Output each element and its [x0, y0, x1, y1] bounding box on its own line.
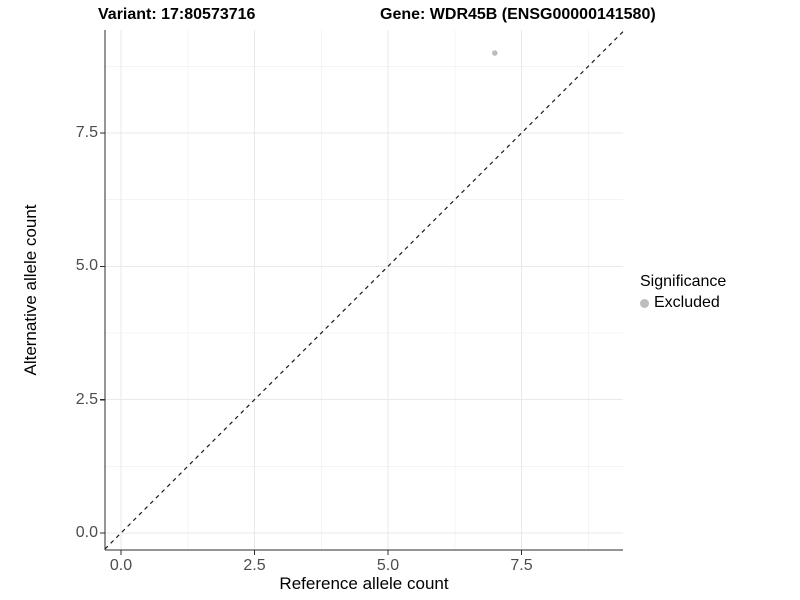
x-tick-label: 7.5: [510, 557, 533, 574]
y-tick-label: 5.0: [75, 257, 98, 275]
y-axis-title: Alternative allele count: [21, 204, 40, 376]
legend-item-excluded: Excluded: [640, 293, 726, 313]
legend-item-label: Excluded: [654, 294, 720, 311]
x-axis-title: Reference allele count: [279, 574, 449, 593]
y-tick-label: 0.0: [75, 524, 98, 541]
gridlines-minor: [105, 30, 623, 550]
excluded-point-icon: [640, 298, 649, 308]
x-tick-label: 2.5: [243, 557, 266, 574]
gridlines-major: [105, 30, 623, 550]
legend: Significance Excluded: [640, 272, 726, 313]
chart-title-variant: Variant: 17:80573716: [98, 6, 256, 23]
axis-lines: [104, 30, 623, 551]
data-points: [492, 50, 498, 56]
axis-tick-marks: [100, 132, 523, 555]
identity-line: [104, 31, 624, 550]
x-tick-label: 5.0: [376, 557, 400, 574]
y-tick-label: 2.5: [75, 390, 98, 408]
chart-title-gene: Gene: WDR45B (ENSG00000141580): [380, 6, 656, 23]
y-tick-label: 7.5: [75, 124, 98, 142]
legend-title: Significance: [640, 273, 727, 290]
x-tick-label: 0.0: [109, 557, 133, 574]
